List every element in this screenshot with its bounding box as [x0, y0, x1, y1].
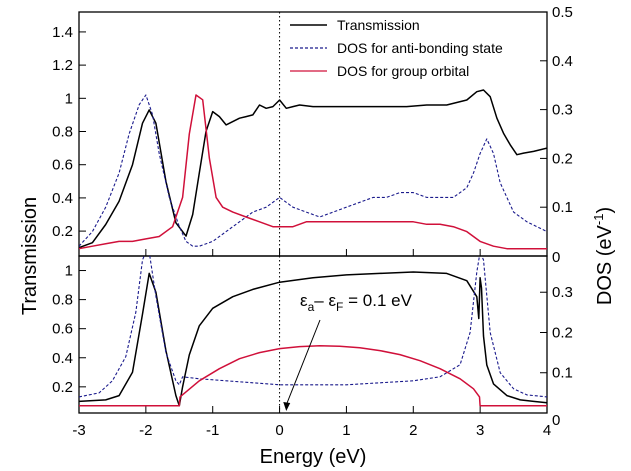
x-axis-label: Energy (eV) — [260, 446, 367, 468]
bottom-left-tick-label: 0.2 — [52, 379, 73, 396]
bottom-right-zero-label: 0 — [552, 412, 560, 429]
top-right-tick-label: 0.3 — [552, 102, 573, 119]
top-series-dos-for-group-orbital — [79, 94, 547, 250]
bottom-series-dos-for-anti-bonding-state — [79, 256, 547, 398]
legend-label-dos-antibonding: DOS for anti-bonding state — [337, 40, 503, 56]
legend-label-dos-group: DOS for group orbital — [337, 63, 469, 79]
top-right-tick-label: 0.5 — [552, 4, 573, 21]
legend-label-transmission: Transmission — [337, 17, 420, 33]
top-series-transmission — [79, 89, 547, 249]
x-tick-label: -3 — [72, 422, 85, 439]
top-left-tick-label: 0.8 — [52, 124, 73, 141]
bottom-right-tick-label: 0.2 — [552, 324, 573, 341]
top-right-zero-label: 0 — [552, 249, 560, 266]
annotation-arrowhead — [283, 402, 291, 411]
annotation-arrow — [285, 319, 321, 406]
bottom-series-transmission — [79, 271, 547, 407]
x-tick-label: 1 — [342, 422, 350, 439]
x-tick-label: 0 — [275, 422, 283, 439]
x-tick-label: -2 — [139, 422, 152, 439]
x-tick-label: -1 — [206, 422, 219, 439]
top-left-tick-label: 0.6 — [52, 157, 73, 174]
top-left-tick-label: 0.4 — [52, 190, 73, 207]
top-left-tick-label: 0.2 — [52, 223, 73, 240]
bottom-panel-frame — [78, 255, 548, 414]
x-tick-label: 4 — [543, 422, 551, 439]
y-axis-label-right: DOS (eV-1) — [591, 207, 616, 305]
top-series-dos-for-anti-bonding-state — [79, 94, 547, 247]
top-left-tick-label: 1.4 — [52, 24, 73, 41]
bottom-series-dos-for-group-orbital — [79, 345, 547, 407]
bottom-left-tick-label: 1 — [65, 263, 73, 280]
bottom-left-tick-label: 0.8 — [52, 292, 73, 309]
y-axis-label-left: Transmission — [19, 197, 41, 315]
top-right-tick-label: 0.1 — [552, 199, 573, 216]
x-tick-label: 2 — [409, 422, 417, 439]
top-left-tick-label: 1 — [65, 90, 73, 107]
x-tick-label: 3 — [476, 422, 484, 439]
top-left-tick-label: 1.2 — [52, 57, 73, 74]
top-right-tick-label: 0.2 — [552, 150, 573, 167]
bottom-left-tick-label: 0.4 — [52, 350, 73, 367]
legend: Transmission DOS for anti-bonding state … — [290, 17, 503, 79]
bottom-right-tick-label: 0.1 — [552, 365, 573, 382]
annotation-energy-offset: εa– εF = 0.1 eV — [300, 291, 413, 314]
top-right-tick-label: 0.4 — [552, 53, 573, 70]
bottom-right-tick-label: 0.3 — [552, 284, 573, 301]
bottom-left-tick-label: 0.6 — [52, 321, 73, 338]
